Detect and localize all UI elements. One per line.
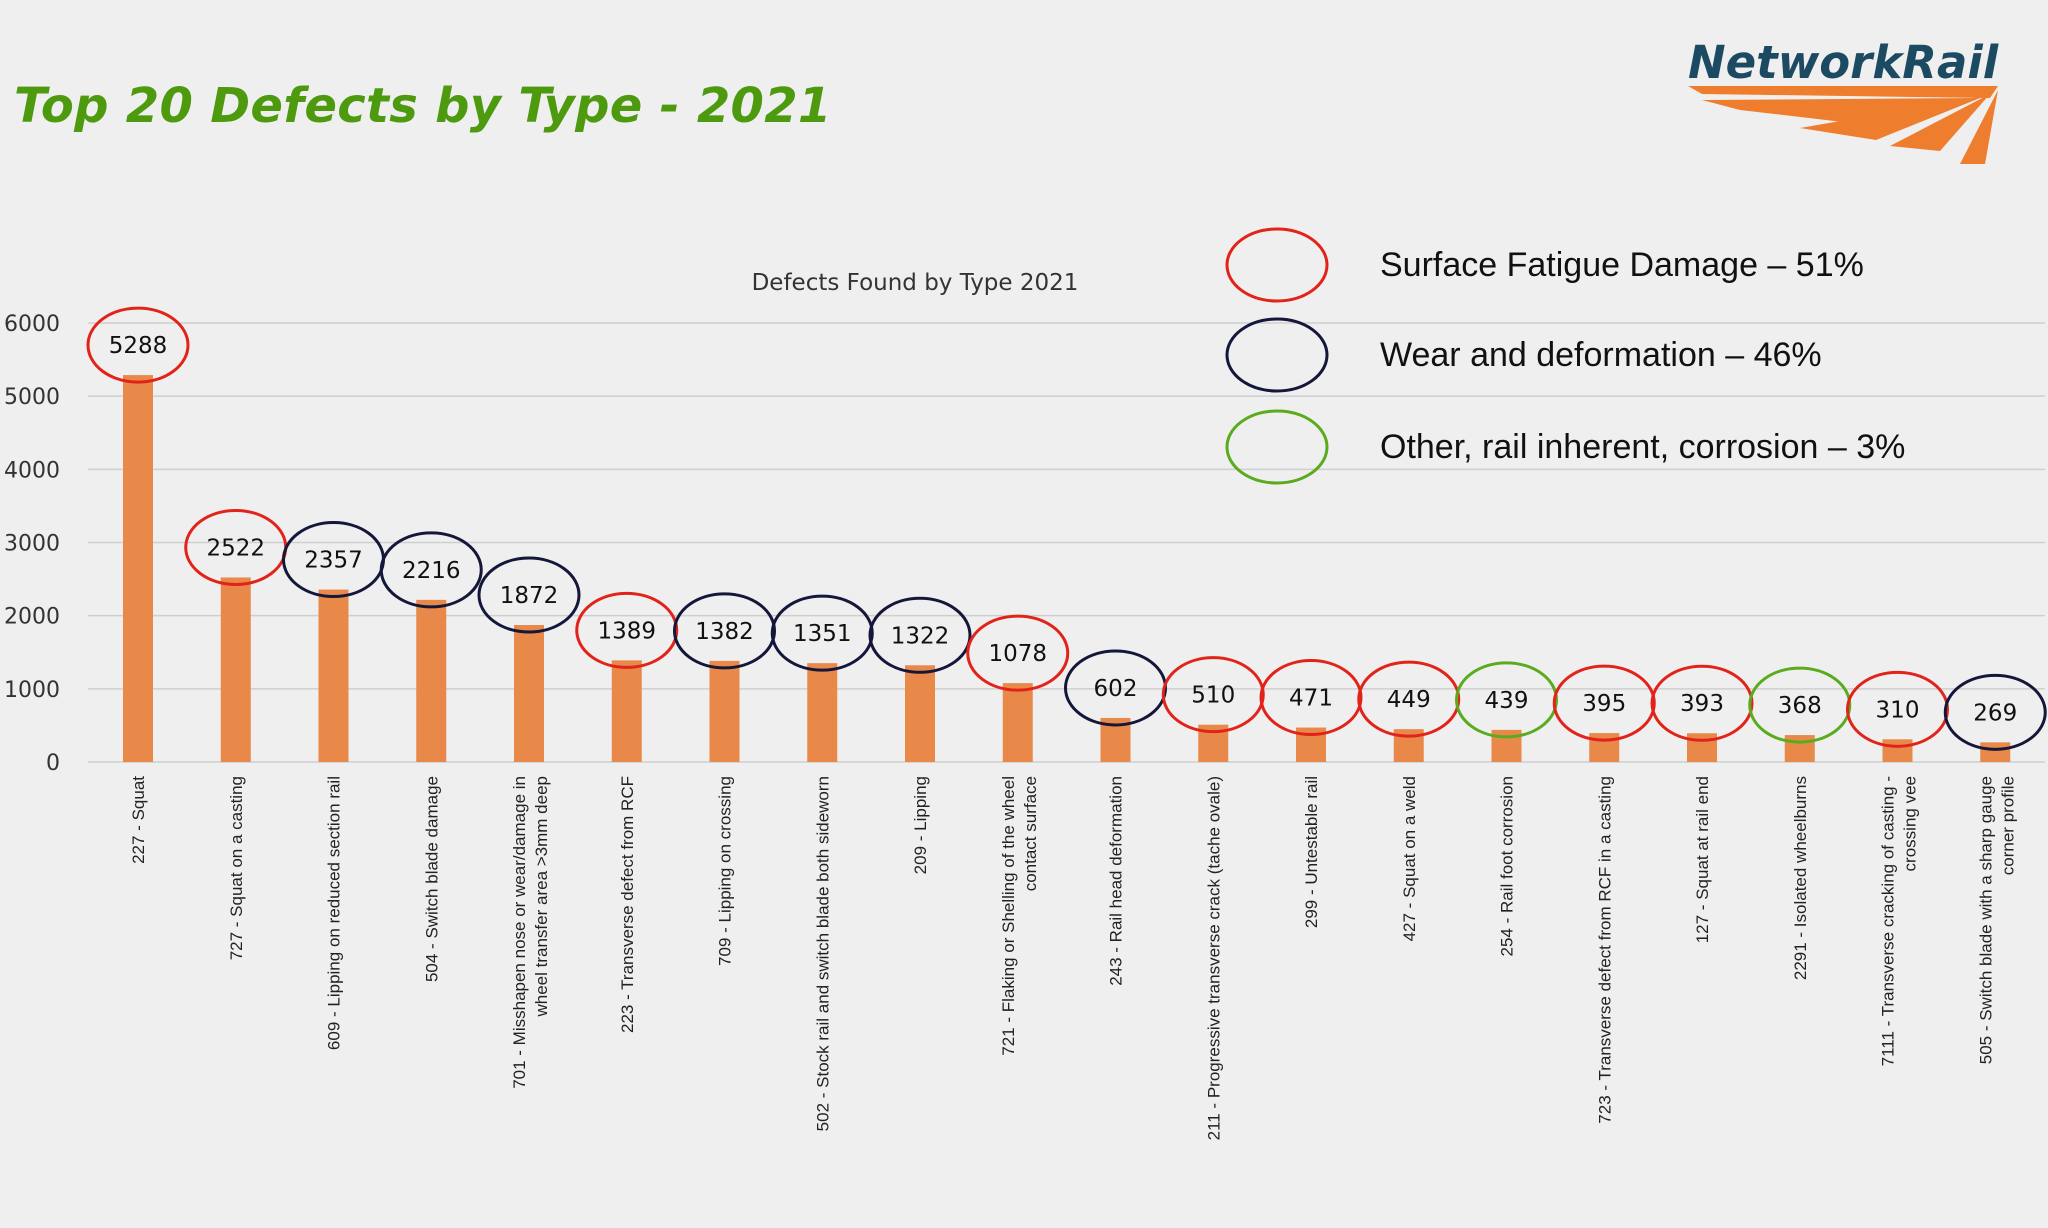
legend-circle bbox=[1225, 317, 1329, 393]
category-circle bbox=[673, 592, 776, 670]
category-circle bbox=[575, 591, 679, 669]
x-tick-label: 211 - Progressive transverse crack (tach… bbox=[1204, 776, 1223, 1140]
legend-circle bbox=[1225, 409, 1329, 485]
legend-label: Other, rail inherent, corrosion – 3% bbox=[1380, 428, 1905, 466]
category-circle bbox=[1357, 660, 1461, 738]
category-circle bbox=[1650, 664, 1754, 742]
bar bbox=[220, 577, 251, 762]
category-circle bbox=[1161, 656, 1265, 734]
x-tick-label: 209 - Lipping bbox=[911, 776, 930, 874]
data-label: 5288 bbox=[109, 333, 168, 359]
category-circle bbox=[868, 596, 972, 674]
data-label: 2357 bbox=[304, 548, 363, 574]
y-tick-label: 1000 bbox=[4, 678, 60, 703]
data-label: 393 bbox=[1680, 691, 1724, 717]
x-tick-label: 254 - Rail foot corrosion bbox=[1498, 776, 1517, 956]
x-tick-label: 2291 - Isolated wheelburns bbox=[1791, 776, 1810, 980]
x-tick-label: 701 - Misshapen nose or wear/damage in wh… bbox=[510, 776, 551, 1089]
category-circle bbox=[1455, 661, 1558, 739]
legend-label: Surface Fatigue Damage – 51% bbox=[1380, 246, 1864, 284]
y-tick-label: 5000 bbox=[4, 385, 60, 410]
data-label: 2216 bbox=[402, 558, 461, 584]
y-tick-label: 2000 bbox=[4, 605, 60, 630]
data-label: 2522 bbox=[206, 535, 265, 561]
data-label: 269 bbox=[1973, 700, 2017, 726]
data-label: 449 bbox=[1387, 687, 1431, 713]
category-circle bbox=[477, 556, 581, 634]
data-label: 1382 bbox=[695, 619, 754, 645]
y-tick-label: 0 bbox=[46, 751, 60, 776]
bar bbox=[807, 663, 838, 762]
data-label: 368 bbox=[1778, 693, 1822, 719]
legend-circle bbox=[1225, 227, 1329, 303]
x-tick-label: 427 - Squat on a weld bbox=[1400, 776, 1419, 941]
y-tick-label: 4000 bbox=[4, 458, 60, 483]
data-label: 510 bbox=[1191, 683, 1235, 709]
x-tick-label: 127 - Squat at rail end bbox=[1693, 776, 1712, 943]
data-label: 1389 bbox=[597, 618, 656, 644]
x-tick-label: 709 - Lipping on crossing bbox=[716, 776, 735, 966]
data-label: 1872 bbox=[500, 583, 559, 609]
category-circle bbox=[1943, 673, 2047, 751]
category-circle bbox=[1259, 659, 1363, 737]
data-label: 395 bbox=[1582, 691, 1626, 717]
category-circle bbox=[770, 594, 874, 672]
data-label: 439 bbox=[1485, 688, 1529, 714]
x-tick-label: 223 - Transverse defect from RCF bbox=[618, 776, 637, 1033]
bar bbox=[514, 625, 544, 762]
bar bbox=[1589, 733, 1620, 762]
bar bbox=[1002, 683, 1033, 762]
bar bbox=[416, 599, 447, 762]
bar bbox=[611, 660, 642, 762]
x-tick-label: 727 - Squat on a casting bbox=[227, 776, 246, 960]
bar bbox=[1784, 735, 1815, 762]
data-label: 1322 bbox=[891, 623, 950, 649]
x-tick-label: 299 - Untestable rail bbox=[1302, 776, 1321, 928]
bar bbox=[318, 589, 349, 762]
x-tick-label: 227 - Squat bbox=[129, 776, 148, 864]
data-label: 1078 bbox=[988, 641, 1047, 667]
bar bbox=[1687, 733, 1717, 762]
slide-title: Top 20 Defects by Type - 2021 bbox=[14, 78, 832, 134]
x-tick-label: 609 - Lipping on reduced section rail bbox=[325, 776, 344, 1050]
category-circle bbox=[86, 306, 190, 384]
network-rail-logo: NetworkRail bbox=[1688, 36, 1999, 164]
data-label: 310 bbox=[1876, 697, 1920, 723]
x-tick-label: 504 - Switch blade damage bbox=[422, 776, 441, 982]
category-circle bbox=[1552, 664, 1656, 742]
y-tick-label: 6000 bbox=[4, 312, 60, 337]
x-tick-label: 7111 - Transverse cracking of casting -c… bbox=[1879, 776, 1920, 1066]
legend-label: Wear and deformation – 46% bbox=[1380, 336, 1822, 374]
bar bbox=[1980, 742, 2011, 762]
x-tick-label: 243 - Rail head deformation bbox=[1107, 776, 1126, 986]
x-tick-label: 723 - Transverse defect from RCF in a ca… bbox=[1595, 776, 1614, 1124]
logo-wordmark: NetworkRail bbox=[1688, 36, 1999, 89]
bar bbox=[709, 660, 740, 762]
category-circle bbox=[379, 531, 483, 609]
data-label: 602 bbox=[1094, 676, 1138, 702]
x-tick-label: 502 - Stock rail and switch blade both s… bbox=[813, 776, 832, 1131]
category-circle bbox=[1846, 670, 1949, 748]
category-circle bbox=[966, 614, 1070, 692]
bar bbox=[123, 375, 153, 762]
category-circle bbox=[1748, 666, 1852, 744]
y-tick-label: 3000 bbox=[4, 532, 60, 557]
chart-title: Defects Found by Type 2021 bbox=[752, 270, 1079, 296]
x-tick-label: 505 - Switch blade with a sharp gauge cor… bbox=[1976, 776, 2017, 1064]
data-label: 471 bbox=[1289, 686, 1333, 712]
bar bbox=[1882, 739, 1913, 762]
x-tick-label: 721 - Flaking or Shelling of the wheel co… bbox=[999, 776, 1040, 1056]
bar bbox=[905, 665, 935, 762]
data-label: 1351 bbox=[793, 621, 852, 647]
